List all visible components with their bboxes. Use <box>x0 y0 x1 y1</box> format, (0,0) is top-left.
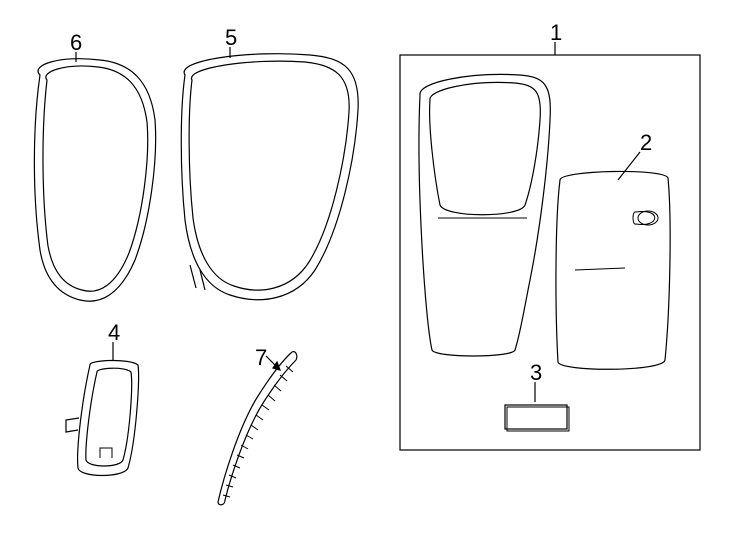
part-7-lower-seal <box>218 352 297 505</box>
part-5-seal <box>181 54 358 300</box>
part-2-outer-panel <box>556 171 670 369</box>
callout-7: 7 <box>255 345 267 371</box>
callout-5: 5 <box>225 25 237 51</box>
callout-4: 4 <box>108 320 120 346</box>
diagram-svg <box>0 0 734 540</box>
part-door-shell <box>419 74 550 356</box>
part-3-plate <box>505 405 569 431</box>
callout-3: 3 <box>530 360 542 386</box>
part-6-seal <box>34 59 155 302</box>
leader-7 <box>266 356 280 370</box>
part-4-corner-seal <box>66 360 139 475</box>
parts-diagram: 1 2 3 4 5 6 7 <box>0 0 734 540</box>
leader-2 <box>618 152 640 180</box>
callout-6: 6 <box>70 30 82 56</box>
callout-1: 1 <box>550 20 562 46</box>
callout-2: 2 <box>640 130 652 156</box>
